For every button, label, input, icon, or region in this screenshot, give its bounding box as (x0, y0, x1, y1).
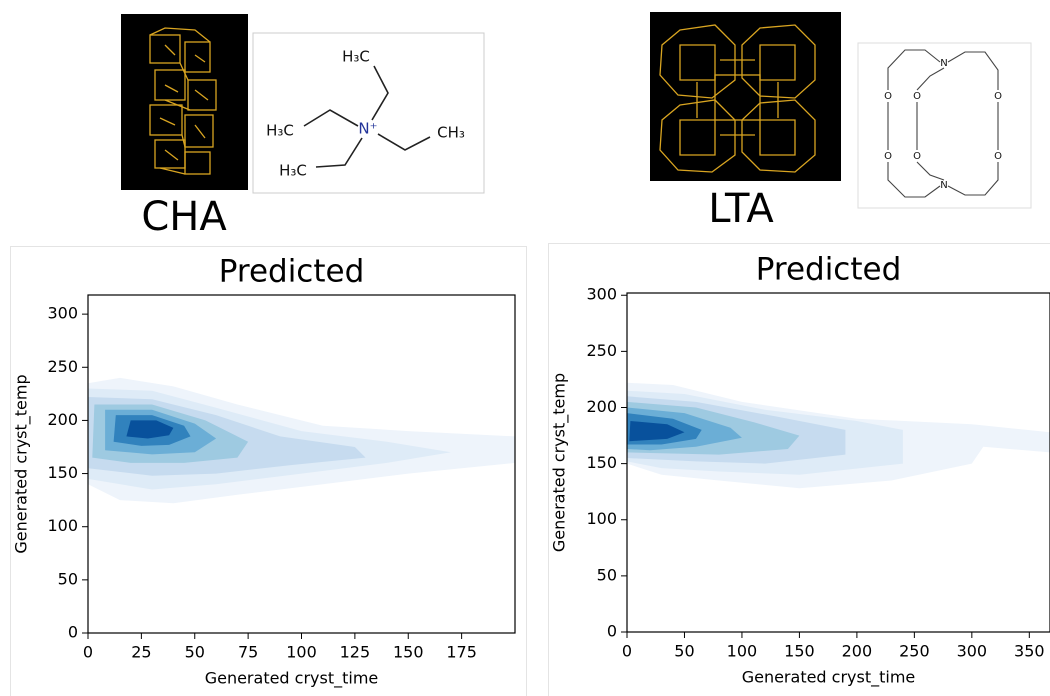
y-tick-label: 300 (586, 285, 617, 304)
x-tick-label: 25 (131, 643, 151, 662)
atom-label: CH₃ (437, 124, 465, 142)
atom-label: H₃C (279, 162, 307, 180)
lta-framework-image (650, 12, 841, 181)
atom-label: O (994, 91, 1002, 102)
y-tick-label: 100 (47, 516, 78, 535)
figure: H₃C H₃C N⁺ CH₃ H₃C CHA N O O O O O O N L… (0, 0, 1050, 696)
x-axis-label: Generated cryst_time (742, 668, 916, 688)
x-tick-label: 0 (622, 642, 632, 661)
x-tick-label: 350 (1014, 642, 1045, 661)
atom-label: N (940, 58, 947, 69)
x-tick-label: 125 (340, 643, 371, 662)
y-tick-label: 200 (586, 397, 617, 416)
contour-group (627, 383, 1050, 489)
y-tick-label: 50 (597, 565, 617, 584)
x-tick-label: 100 (727, 642, 758, 661)
contour-group (88, 378, 515, 503)
y-tick-label: 250 (586, 341, 617, 360)
atom-label: N (940, 180, 947, 191)
atom-label: O (884, 151, 892, 162)
y-axis-label: Generated cryst_temp (12, 374, 32, 553)
x-tick-label: 100 (286, 643, 317, 662)
atom-label: H₃C (266, 122, 294, 140)
x-tick-label: 200 (842, 642, 873, 661)
structure-label: LTA (708, 186, 774, 232)
x-tick-label: 0 (83, 643, 93, 662)
structure-label: CHA (141, 194, 227, 240)
y-tick-label: 50 (58, 569, 78, 588)
atom-label: O (994, 151, 1002, 162)
y-tick-label: 0 (607, 622, 617, 641)
x-tick-label: 175 (446, 643, 477, 662)
x-tick-label: 250 (899, 642, 930, 661)
y-tick-label: 250 (47, 357, 78, 376)
y-axis-label: Generated cryst_temp (550, 373, 570, 552)
atom-label: O (913, 91, 921, 102)
cha-framework-image (121, 14, 248, 190)
atom-label: N⁺ (358, 120, 377, 138)
x-tick-label: 75 (238, 643, 258, 662)
x-tick-label: 50 (185, 643, 205, 662)
atom-label: O (884, 91, 892, 102)
chart-title: Predicted (756, 252, 902, 288)
y-tick-label: 200 (47, 410, 78, 429)
x-tick-label: 300 (957, 642, 988, 661)
x-tick-label: 50 (674, 642, 694, 661)
chart-title: Predicted (219, 254, 365, 290)
y-tick-label: 100 (586, 509, 617, 528)
y-tick-label: 0 (68, 623, 78, 642)
y-tick-label: 150 (47, 463, 78, 482)
y-tick-label: 150 (586, 453, 617, 472)
atom-label: O (913, 151, 921, 162)
x-tick-label: 150 (393, 643, 424, 662)
x-tick-label: 150 (784, 642, 815, 661)
y-tick-label: 300 (47, 304, 78, 323)
x-axis-label: Generated cryst_time (205, 669, 379, 689)
atom-label: H₃C (342, 48, 370, 66)
